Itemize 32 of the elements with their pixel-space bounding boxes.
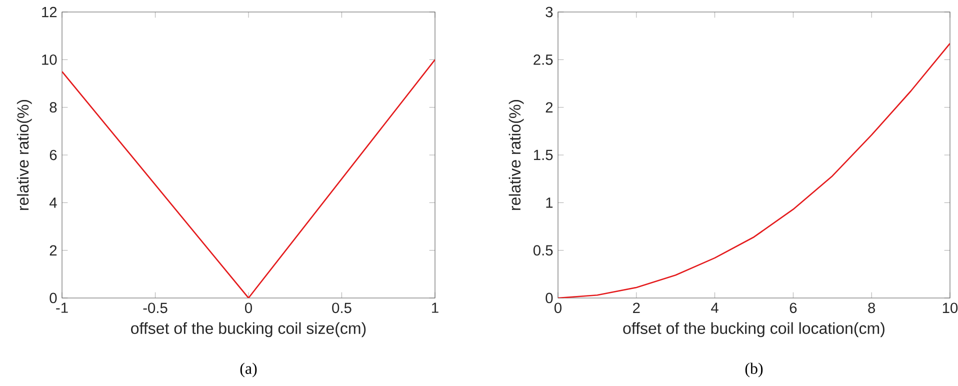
y-tick-label: 6 — [50, 150, 57, 160]
x-axis-title: offset of the bucking coil size(cm) — [131, 322, 366, 338]
x-tick-label: 2 — [633, 302, 640, 313]
x-tick-label: -1 — [56, 302, 68, 313]
x-tick-label: 0 — [554, 302, 562, 314]
y-tick-label: 0.5 — [533, 245, 553, 256]
y-axis-title: relative ratio(%) — [16, 100, 32, 210]
y-tick-label: 2 — [50, 245, 57, 256]
x-axis-title: offset of the bucking coil location(cm) — [623, 322, 884, 338]
x-tick-label: 10 — [942, 302, 958, 314]
y-tick-label: 12 — [42, 6, 57, 18]
y-tick-label: 1.5 — [534, 150, 553, 160]
x-tick-label: -0.5 — [143, 302, 168, 314]
x-tick-label: 0.5 — [332, 302, 352, 314]
x-tick-label: 1 — [432, 302, 438, 313]
x-tick-label: 0 — [244, 302, 252, 314]
y-tick-label: 10 — [42, 54, 57, 65]
line-series — [558, 42, 950, 298]
y-tick-label: 1 — [546, 198, 553, 208]
text: (b) — [745, 362, 763, 378]
y-tick-label: 3 — [546, 6, 553, 18]
y-tick-label: 2.5 — [534, 54, 553, 65]
y-tick-label: 0 — [546, 292, 553, 304]
x-tick-label: 8 — [868, 302, 876, 314]
y-tick-label: 2 — [546, 102, 553, 112]
y-tick-label: 0 — [50, 292, 57, 304]
y-tick-label: 4 — [49, 198, 57, 208]
x-tick-label: 6 — [790, 302, 797, 314]
text: (a) — [240, 362, 257, 378]
y-tick-label: 8 — [50, 102, 57, 113]
y-axis-title: relative ratio(%) — [508, 100, 524, 210]
x-tick-label: 4 — [711, 302, 718, 313]
